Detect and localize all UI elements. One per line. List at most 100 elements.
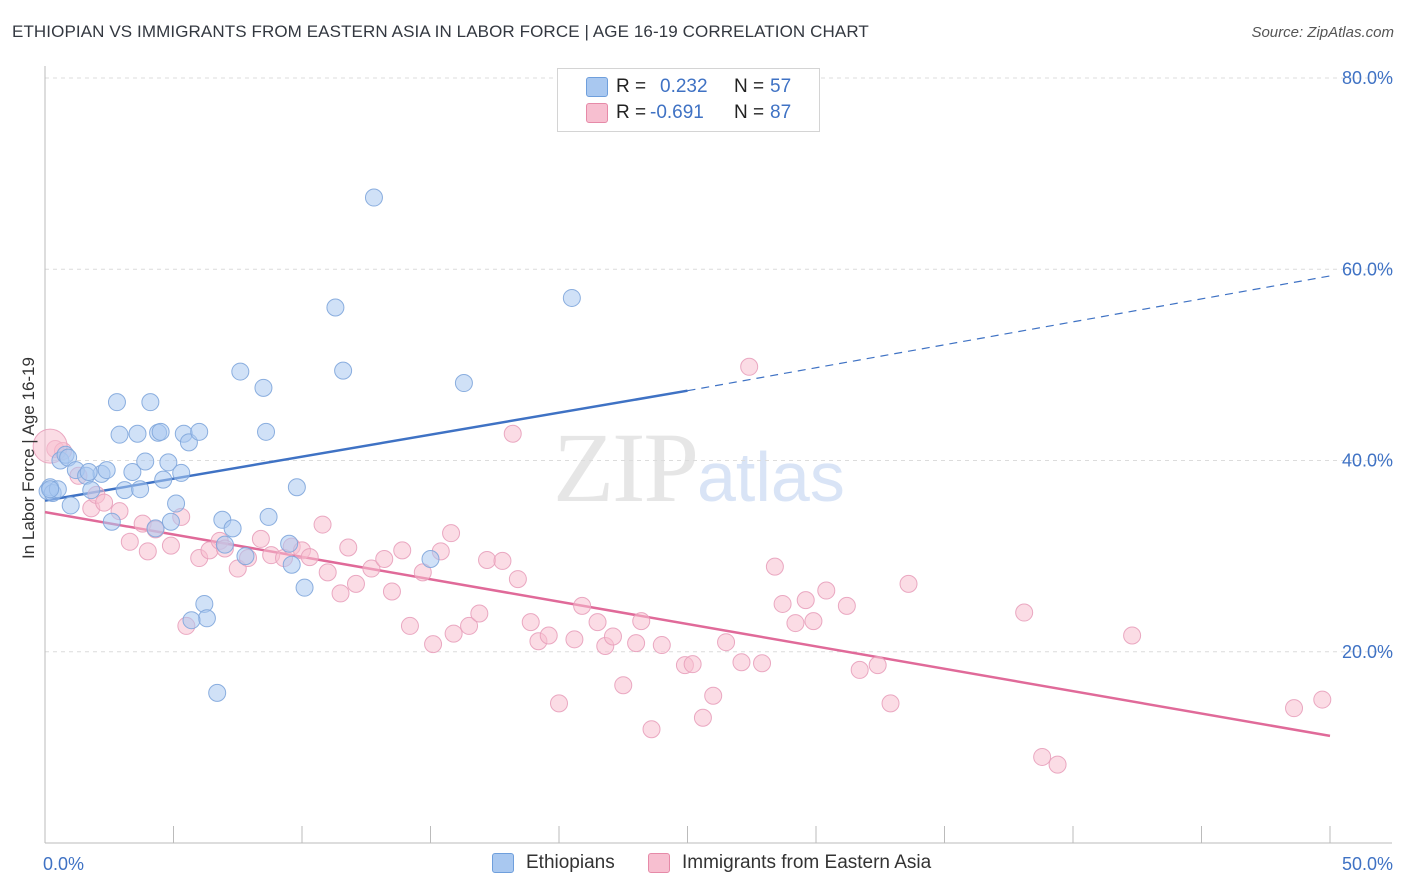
- point-immigrants-eastern-asia: [1313, 690, 1332, 709]
- point-ethiopians: [182, 611, 201, 630]
- point-ethiopians: [334, 361, 353, 380]
- point-immigrants-eastern-asia: [470, 604, 489, 623]
- point-immigrants-eastern-asia: [642, 720, 661, 739]
- point-ethiopians: [123, 462, 142, 481]
- point-immigrants-eastern-asia: [850, 660, 869, 679]
- point-ethiopians: [159, 453, 178, 472]
- chart-source: Source: ZipAtlas.com: [1251, 24, 1394, 41]
- point-immigrants-eastern-asia: [120, 532, 139, 551]
- point-immigrants-eastern-asia: [765, 557, 784, 576]
- point-immigrants-eastern-asia: [632, 612, 651, 631]
- point-immigrants-eastern-asia: [740, 357, 759, 376]
- point-immigrants-eastern-asia: [627, 634, 646, 653]
- legend-n-value: 87: [770, 102, 792, 123]
- point-ethiopians: [421, 549, 440, 568]
- point-immigrants-eastern-asia: [899, 574, 918, 593]
- point-ethiopians: [154, 470, 173, 489]
- series-legend: Ethiopians Immigrants from Eastern Asia: [0, 852, 1406, 878]
- point-immigrants-eastern-asia: [588, 613, 607, 632]
- point-ethiopians: [280, 534, 299, 553]
- point-immigrants-eastern-asia: [493, 551, 512, 570]
- point-ethiopians: [562, 288, 581, 307]
- series-legend-swatch-immigrants: [648, 853, 670, 873]
- point-immigrants-eastern-asia: [382, 582, 401, 601]
- legend-swatch-immigrants: [586, 103, 608, 123]
- point-ethiopians: [82, 481, 101, 500]
- point-ethiopians: [107, 393, 126, 412]
- point-immigrants-eastern-asia: [478, 550, 497, 569]
- watermark-zip: ZIP: [553, 412, 699, 523]
- legend-n-label: N =: [734, 102, 765, 123]
- point-ethiopians: [79, 462, 98, 481]
- point-immigrants-eastern-asia: [503, 424, 522, 443]
- point-immigrants-eastern-asia: [573, 596, 592, 615]
- point-immigrants-eastern-asia: [444, 624, 463, 643]
- y-tick-label: 80.0%: [1342, 68, 1393, 88]
- point-immigrants-eastern-asia: [717, 633, 736, 652]
- watermark-atlas: atlas: [697, 438, 845, 516]
- point-ethiopians: [61, 496, 80, 515]
- point-immigrants-eastern-asia: [817, 581, 836, 600]
- point-immigrants-eastern-asia: [1048, 755, 1067, 774]
- point-ethiopians: [236, 547, 255, 566]
- point-ethiopians: [259, 507, 278, 526]
- point-immigrants-eastern-asia: [796, 591, 815, 610]
- series-legend-immigrants[interactable]: Immigrants from Eastern Asia: [648, 852, 931, 874]
- point-immigrants-eastern-asia: [652, 636, 671, 655]
- point-ethiopians: [282, 555, 301, 574]
- point-immigrants-eastern-asia: [339, 538, 358, 557]
- legend-r-label: R =: [616, 102, 647, 123]
- point-immigrants-eastern-asia: [693, 708, 712, 727]
- correlation-legend: R = 0.232 N = 57 R = -0.691 N = 87: [557, 68, 820, 132]
- point-ethiopians: [215, 535, 234, 554]
- point-immigrants-eastern-asia: [868, 656, 887, 675]
- point-immigrants-eastern-asia: [442, 524, 461, 543]
- series-ethiopians: [38, 188, 581, 702]
- y-tick-label: 20.0%: [1342, 642, 1393, 662]
- point-immigrants-eastern-asia: [1285, 699, 1304, 718]
- point-immigrants-eastern-asia: [1123, 626, 1142, 645]
- point-immigrants-eastern-asia: [424, 635, 443, 654]
- point-ethiopians: [41, 480, 60, 499]
- point-immigrants-eastern-asia: [331, 584, 350, 603]
- legend-swatch-ethiopians: [586, 77, 608, 97]
- point-ethiopians: [454, 374, 473, 393]
- trend-line-ethiopians-extension: [687, 275, 1331, 392]
- legend-n-value: 57: [770, 76, 792, 97]
- legend-r-label: R =: [616, 76, 647, 97]
- point-immigrants-eastern-asia: [346, 574, 365, 593]
- watermark: ZIPatlas: [553, 410, 845, 525]
- point-immigrants-eastern-asia: [1033, 747, 1052, 766]
- tick-labels: 20.0% 40.0% 60.0% 80.0% 0.0% 50.0%: [43, 68, 1393, 874]
- point-ethiopians: [364, 188, 383, 207]
- point-immigrants-eastern-asia: [614, 676, 633, 695]
- point-ethiopians: [231, 362, 250, 381]
- point-ethiopians: [190, 422, 209, 441]
- point-ethiopians: [141, 393, 160, 412]
- point-immigrants-eastern-asia: [300, 548, 319, 567]
- point-ethiopians: [115, 481, 134, 500]
- point-immigrants-eastern-asia: [460, 616, 479, 635]
- point-immigrants-eastern-asia: [362, 559, 381, 578]
- y-axis-label: In Labor Force | Age 16-19: [19, 357, 38, 559]
- point-immigrants-eastern-asia: [138, 542, 157, 561]
- point-immigrants-eastern-asia: [393, 541, 412, 560]
- point-immigrants-eastern-asia: [375, 549, 394, 568]
- point-immigrants-eastern-asia: [1015, 603, 1034, 622]
- point-immigrants-eastern-asia: [603, 627, 622, 646]
- series-legend-label: Immigrants from Eastern Asia: [682, 852, 932, 873]
- point-ethiopians: [326, 298, 345, 317]
- x-tick-label: 0.0%: [43, 854, 84, 874]
- point-ethiopians: [110, 425, 129, 444]
- point-immigrants-eastern-asia: [161, 536, 180, 555]
- chart-title: ETHIOPIAN VS IMMIGRANTS FROM EASTERN ASI…: [12, 22, 869, 41]
- series-legend-ethiopians[interactable]: Ethiopians: [492, 852, 615, 874]
- point-ethiopians: [161, 512, 180, 531]
- point-immigrants-eastern-asia: [753, 654, 772, 673]
- legend-r-value: 0.232: [660, 76, 708, 97]
- point-immigrants-eastern-asia: [732, 653, 751, 672]
- point-immigrants-eastern-asia: [251, 529, 270, 548]
- point-immigrants-eastern-asia: [550, 694, 568, 713]
- series-legend-swatch-ethiopians: [492, 853, 514, 873]
